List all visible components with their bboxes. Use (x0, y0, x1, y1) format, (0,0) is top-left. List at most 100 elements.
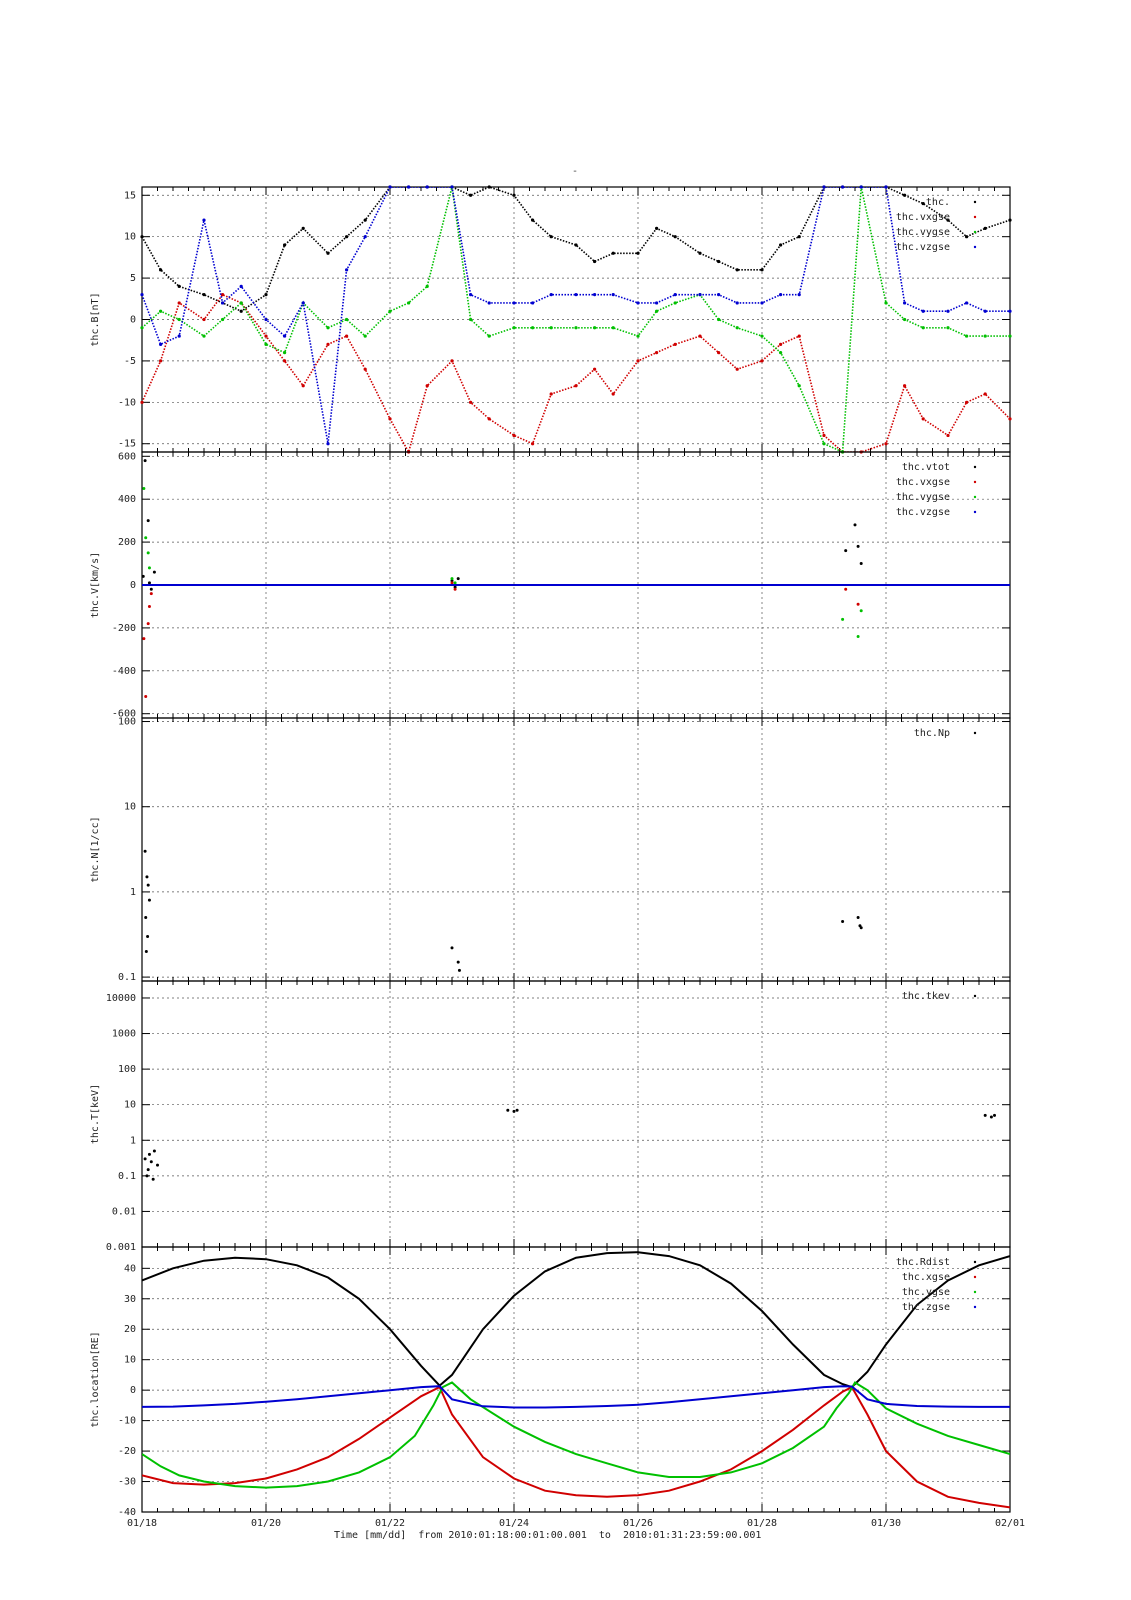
data-point (487, 417, 491, 421)
y-axis-title: thc.T[keV] (90, 1084, 101, 1144)
data-point (345, 334, 349, 338)
data-point (140, 326, 144, 330)
data-point (140, 293, 144, 297)
legend-marker (973, 1260, 977, 1264)
y-tick-label: 0.01 (112, 1206, 136, 1217)
data-point (655, 301, 659, 305)
y-tick-label: -30 (118, 1477, 136, 1488)
data-point (717, 351, 721, 355)
legend-label: thc.vxgse (896, 212, 950, 223)
y-axis-title: thc.N[1/cc] (90, 816, 101, 882)
data-point (549, 392, 553, 396)
data-point (156, 1163, 159, 1167)
data-point (822, 433, 826, 438)
data-point (593, 326, 597, 330)
x-axis-caption: Time [mm/dd] from 2010:01:18:00:01:00.00… (334, 1530, 762, 1541)
data-point (797, 235, 801, 239)
data-point (147, 604, 151, 608)
y-tick-label: 200 (118, 537, 136, 548)
data-point (1008, 218, 1012, 222)
data-point (469, 400, 473, 404)
data-point (903, 301, 907, 305)
data-point (326, 342, 330, 346)
data-point (611, 293, 615, 297)
data-point (698, 251, 702, 255)
data-point (326, 442, 330, 446)
data-point (142, 486, 146, 490)
legend-label: thc. (926, 197, 950, 208)
data-point (146, 883, 150, 887)
data-point (301, 384, 305, 388)
data-point (779, 243, 783, 247)
y-tick-label: -40 (118, 1507, 136, 1518)
data-point (143, 849, 147, 853)
data-point (779, 342, 783, 346)
data-point (946, 309, 950, 313)
data-point (450, 581, 454, 585)
data-point (593, 367, 597, 371)
data-point (859, 562, 863, 566)
data-point (1008, 417, 1012, 421)
data-point (884, 301, 888, 305)
data-point (841, 617, 845, 621)
data-point (856, 634, 860, 638)
data-point (264, 342, 268, 346)
legend-marker (973, 230, 977, 234)
data-point (760, 334, 764, 338)
data-point (983, 1113, 987, 1117)
data-point (993, 1113, 996, 1117)
data-point (388, 185, 392, 189)
data-point (142, 637, 146, 641)
data-point (264, 293, 268, 297)
data-point (698, 293, 702, 297)
data-point (202, 293, 206, 297)
data-point (301, 301, 305, 305)
data-point (735, 367, 739, 371)
data-point (921, 417, 925, 421)
data-point (149, 592, 153, 596)
data-point (407, 301, 411, 305)
data-point (512, 433, 516, 438)
data-point (147, 581, 151, 585)
panel-frame (141, 1246, 1011, 1513)
data-point (636, 334, 640, 338)
y-tick-label: 100 (118, 717, 136, 728)
data-point (345, 268, 349, 272)
data-point (760, 359, 764, 363)
data-point (655, 226, 659, 231)
data-point (611, 251, 615, 255)
data-point (636, 301, 640, 305)
data-point (469, 317, 473, 322)
data-point (549, 293, 553, 297)
series-trace (142, 187, 1010, 313)
data-point (779, 293, 783, 297)
data-point (673, 342, 677, 346)
data-point (735, 268, 739, 272)
data-point (147, 1152, 151, 1156)
data-point (903, 384, 907, 388)
data-point (946, 326, 950, 330)
data-point (283, 351, 287, 355)
data-point (797, 293, 801, 297)
y-tick-label: 30 (124, 1294, 136, 1305)
data-point (453, 587, 457, 591)
series-line (142, 1385, 1010, 1409)
data-point (611, 326, 615, 330)
data-point (363, 235, 367, 239)
data-point (506, 1108, 510, 1112)
data-point (450, 359, 454, 363)
legend-label: thc.zgse (902, 1302, 950, 1313)
legend-label: thc.xgse (902, 1272, 950, 1283)
data-point (239, 284, 243, 288)
data-point (921, 201, 925, 206)
legend-label: thc.Rdist (896, 1257, 950, 1268)
x-tick-label: 02/01 (995, 1518, 1025, 1529)
y-tick-label: -400 (112, 666, 136, 677)
data-point (456, 960, 460, 964)
y-tick-label: 600 (118, 451, 136, 462)
legend-marker (973, 480, 977, 484)
y-tick-label: 15 (124, 190, 136, 201)
data-point (717, 317, 721, 322)
data-point (841, 919, 845, 923)
data-point (853, 523, 857, 527)
